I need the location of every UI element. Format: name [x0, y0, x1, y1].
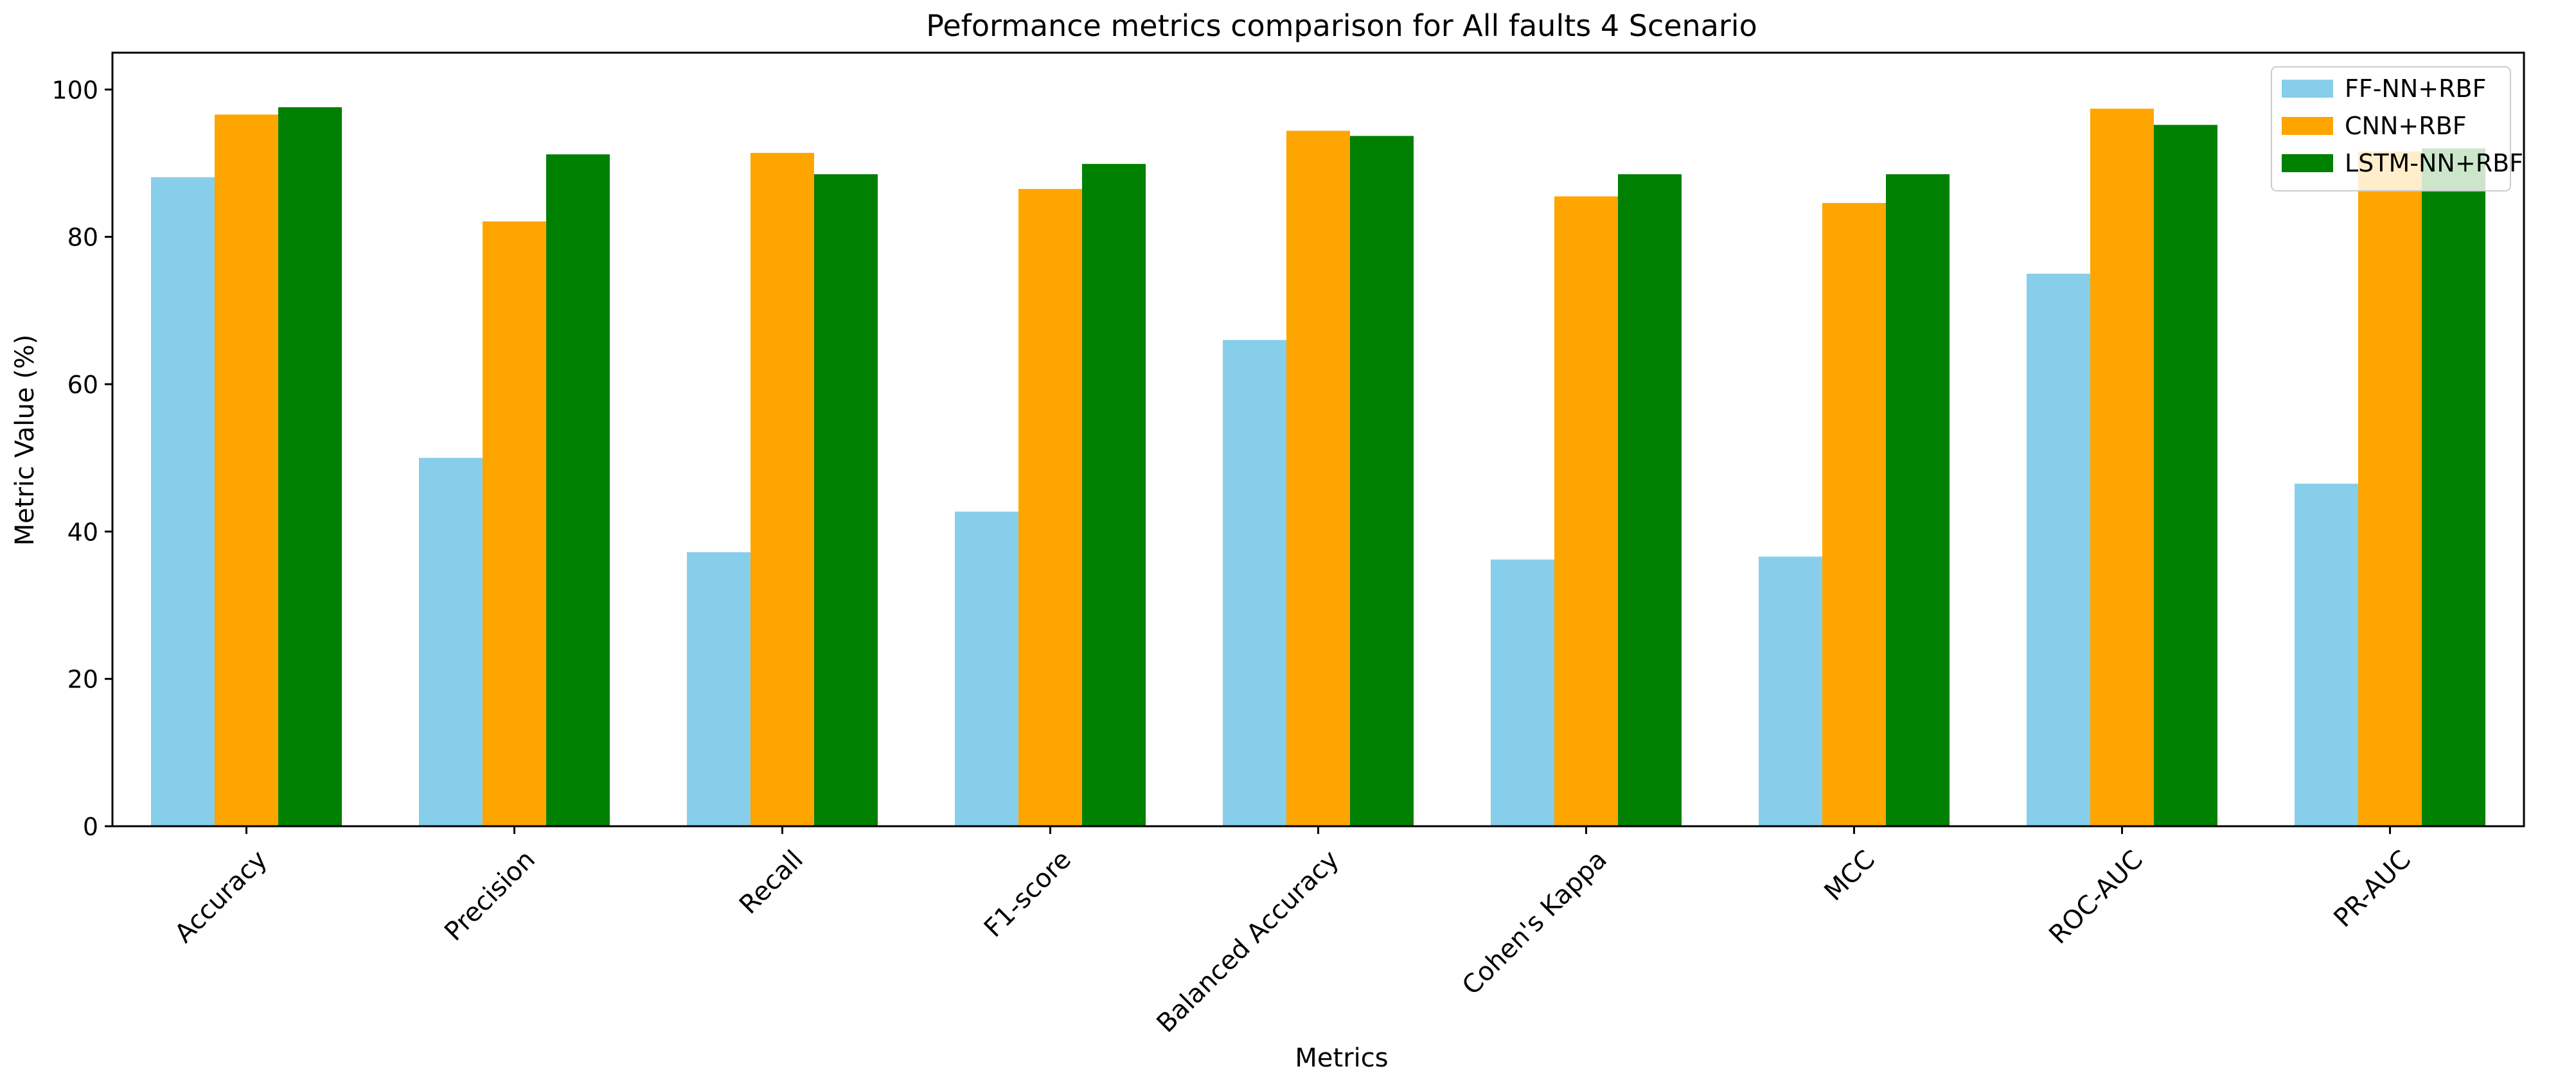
y-tick-label: 100 — [51, 76, 98, 104]
bars-group — [151, 107, 2485, 827]
bar-cnn-rbf-recall — [751, 152, 814, 827]
legend-label: FF-NN+RBF — [2345, 75, 2486, 103]
chart-title: Peformance metrics comparison for All fa… — [926, 8, 1757, 43]
bar-ff-nn-rbf-accuracy — [151, 177, 215, 827]
bar-ff-nn-rbf-roc-auc — [2027, 274, 2090, 826]
bar-lstm-nn-rbf-recall — [814, 174, 878, 826]
y-tick-label: 80 — [67, 224, 98, 252]
bar-lstm-nn-rbf-mcc — [1886, 174, 1950, 826]
y-tick-label: 0 — [83, 813, 98, 841]
bar-lstm-nn-rbf-cohen-s-kappa — [1618, 174, 1682, 826]
bar-lstm-nn-rbf-accuracy — [278, 107, 342, 827]
y-tick-label: 40 — [67, 518, 98, 546]
x-axis-label: Metrics — [1295, 1043, 1388, 1073]
legend-swatch — [2282, 117, 2333, 135]
bar-lstm-nn-rbf-balanced-accuracy — [1350, 136, 1414, 826]
legend-swatch — [2282, 80, 2333, 98]
bar-lstm-nn-rbf-pr-auc — [2422, 148, 2485, 827]
bar-ff-nn-rbf-cohen-s-kappa — [1491, 559, 1554, 826]
y-axis-label: Metric Value (%) — [10, 335, 40, 546]
bar-ff-nn-rbf-mcc — [1759, 556, 1822, 826]
bar-cnn-rbf-accuracy — [215, 114, 278, 826]
bar-cnn-rbf-f1-score — [1018, 189, 1082, 827]
bar-ff-nn-rbf-pr-auc — [2295, 483, 2358, 826]
y-axis: 0 20 40 60 80 100 — [51, 76, 112, 841]
y-tick-label: 20 — [67, 666, 98, 694]
bar-lstm-nn-rbf-f1-score — [1082, 164, 1146, 826]
bar-ff-nn-rbf-precision — [419, 457, 483, 826]
bar-ff-nn-rbf-recall — [687, 552, 751, 826]
bar-lstm-nn-rbf-precision — [546, 154, 610, 827]
bar-cnn-rbf-mcc — [1822, 202, 1886, 826]
bar-ff-nn-rbf-balanced-accuracy — [1223, 340, 1286, 826]
legend-swatch — [2282, 154, 2333, 172]
bar-lstm-nn-rbf-roc-auc — [2154, 125, 2217, 827]
legend-label: LSTM-NN+RBF — [2345, 149, 2523, 177]
bar-cnn-rbf-cohen-s-kappa — [1554, 196, 1618, 827]
bar-cnn-rbf-roc-auc — [2090, 109, 2154, 826]
bar-ff-nn-rbf-f1-score — [955, 511, 1018, 826]
bar-cnn-rbf-balanced-accuracy — [1286, 130, 1350, 827]
legend-label: CNN+RBF — [2345, 112, 2467, 140]
bar-cnn-rbf-pr-auc — [2358, 151, 2422, 827]
bar-cnn-rbf-precision — [483, 221, 546, 826]
legend: FF-NN+RBF CNN+RBF LSTM-NN+RBF — [2271, 66, 2523, 191]
y-tick-label: 60 — [67, 371, 98, 399]
